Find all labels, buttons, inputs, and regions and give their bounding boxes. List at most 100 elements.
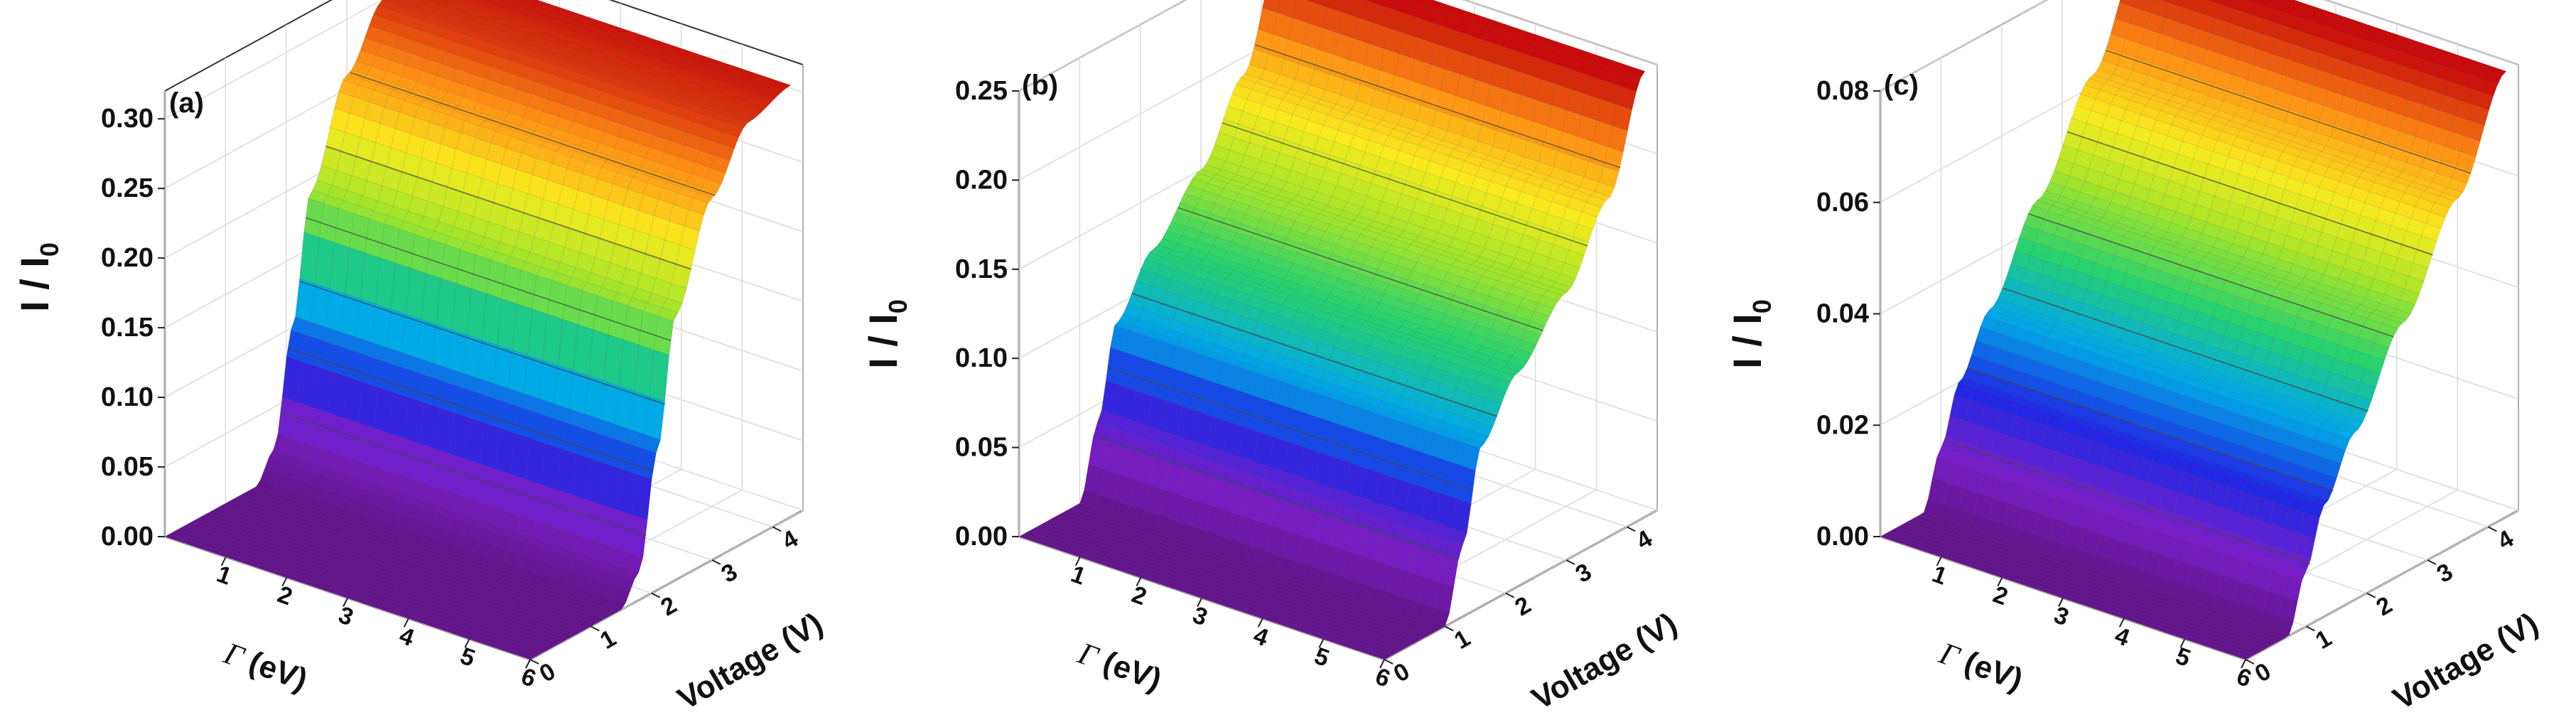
surface-patch [1368,651,1390,660]
z-tick-label: 0.02 [1816,410,1869,440]
voltage-tick-mark [1565,559,1575,565]
voltage-tick-label: 1 [596,625,620,655]
voltage-tick-label: 0 [535,657,560,687]
surface-patch [744,103,765,114]
gamma-tick-label: 2 [1990,581,2012,611]
surface-patch [1560,262,1580,279]
z-tick-label: 0.05 [955,433,1008,463]
contour-line [299,281,666,405]
surface-patch [1277,0,1297,18]
surface-patch [1394,637,1416,646]
surface-patch [610,586,631,603]
surface-patch [549,633,570,641]
contour-line [288,348,654,472]
surface-patch [2451,165,2472,184]
surface-patch [524,0,530,1]
surface-patch [770,80,792,89]
z-tick-label: 0.00 [101,522,153,552]
surface-patch [1407,630,1429,639]
surface-patch [540,637,561,646]
surface [1880,0,2507,660]
gamma-axis-label-text: (eV) [1091,642,1166,698]
surface-patch [2481,70,2503,85]
gamma-tick-mark [403,618,409,628]
voltage-tick-label: 2 [2371,591,2396,621]
surface-patch [1616,85,1637,111]
panel-label: (a) [169,87,204,119]
z-axis-label-main: I / I [861,313,905,369]
surface-patch [605,597,627,611]
surface-patch [1455,465,1476,505]
surface-patch [536,640,557,648]
gamma-tick-label: 1 [1929,560,1951,590]
surface-patch [632,473,652,521]
z-tick-label: 0.15 [101,313,153,343]
voltage-tick-label: 3 [1571,558,1596,588]
surface-patch [623,552,644,573]
contour-line [1177,207,1544,331]
voltage-tick-mark [772,526,782,532]
surface-patch [575,618,596,627]
voltage-tick-mark [1384,659,1394,665]
gamma-tick-mark [1318,638,1325,648]
surface-patch [1507,355,1529,368]
surface-patch [1376,647,1399,655]
voltage-tick-label: 1 [2311,625,2336,655]
surface-patch [740,107,761,118]
gamma-axis-label: Γ (eV) [219,635,312,698]
surface-patch [640,434,662,453]
gamma-gridline [529,65,804,660]
gamma-tick-label: 3 [1189,601,1211,631]
surface-patch [493,0,508,4]
gamma-axis-label-text: (eV) [1952,642,2027,698]
z-tick-label: 0.30 [101,104,153,134]
surface-patch [1312,0,1330,8]
voltage-tick-label: 3 [2432,558,2457,588]
voltage-tick-mark [651,592,661,598]
z-axis-label-sub: 0 [1747,299,1777,313]
surface-patch [566,623,588,632]
contour-line [1107,366,1474,491]
surface-patch [758,90,779,100]
surface-patch [1464,438,1485,449]
surface-patch [1538,295,1559,309]
voltage-tick-mark [1505,592,1515,598]
gamma-tick-mark [343,598,348,607]
surface-patch [1511,348,1533,362]
surface-patch [596,606,618,615]
surface-patch [2486,65,2507,77]
z-tick-label: 0.20 [101,243,153,273]
surface-patch [1499,366,1520,376]
surface-patch [1447,527,1467,547]
gamma-tick-label: 5 [457,643,479,672]
surface-patch [2169,0,2187,9]
gamma-tick-label: 5 [2172,643,2194,672]
gamma-tick-mark [1074,557,1081,566]
gamma-axis-label: Γ (eV) [1934,635,2027,698]
surface-patch [1421,623,1442,632]
z-tick-label: 0.05 [101,452,153,482]
voltage-tick-label: 1 [1450,625,1475,655]
gamma-tick-label: 4 [2111,622,2133,652]
contour-line [1094,434,1460,559]
gamma-tick-mark [281,577,288,587]
surface-patch [393,0,406,3]
surface-patch [766,82,787,92]
gamma-tick-mark [1197,598,1202,607]
z-axis-label-sub: 0 [35,242,64,257]
z-axis-label: I / I0 [861,299,912,369]
surface-patch [553,630,575,639]
surface-patch [614,574,635,592]
surface-patch [1411,628,1433,637]
voltage-tick-label: 2 [656,591,681,621]
z-tick-label: 0.00 [1816,522,1869,552]
surface-patch [649,349,670,402]
gamma-axis-label: Γ (eV) [1073,635,1166,698]
z-tick-label: 0.00 [955,522,1008,552]
gamma-tick-label: 2 [1128,581,1150,611]
panel-label: (b) [1022,70,1058,101]
surface-patch [441,0,447,2]
voltage-tick-mark [1444,625,1454,632]
contour-line [1131,293,1497,417]
